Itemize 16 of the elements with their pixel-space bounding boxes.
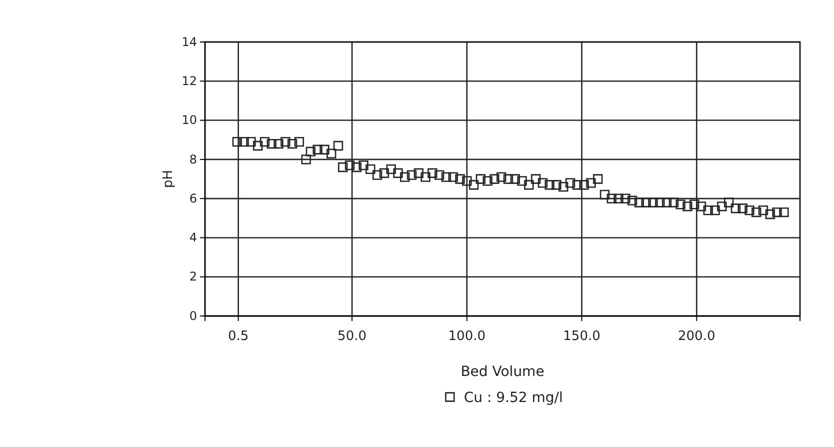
y-tick-label: 8 (189, 152, 197, 166)
x-tick-label: 150.0 (563, 329, 600, 344)
y-tick-label: 10 (182, 113, 197, 128)
y-tick-label: 12 (182, 74, 197, 88)
x-tick-label: 50.0 (338, 329, 367, 344)
legend-label: Cu : 9.52 mg/l (464, 390, 563, 406)
y-tick-label: 4 (189, 230, 197, 245)
y-tick-label: 0 (189, 308, 197, 323)
y-tick-label: 2 (189, 270, 197, 284)
y-axis-title: pH (161, 170, 176, 188)
y-tick-label: 14 (182, 34, 197, 49)
x-tick-label: 200.0 (678, 329, 716, 344)
x-tick-label: 100.0 (448, 329, 486, 344)
y-tick-label: 6 (189, 191, 197, 206)
x-axis-title: Bed Volume (460, 364, 544, 380)
x-tick-label: 0.5 (228, 329, 249, 344)
